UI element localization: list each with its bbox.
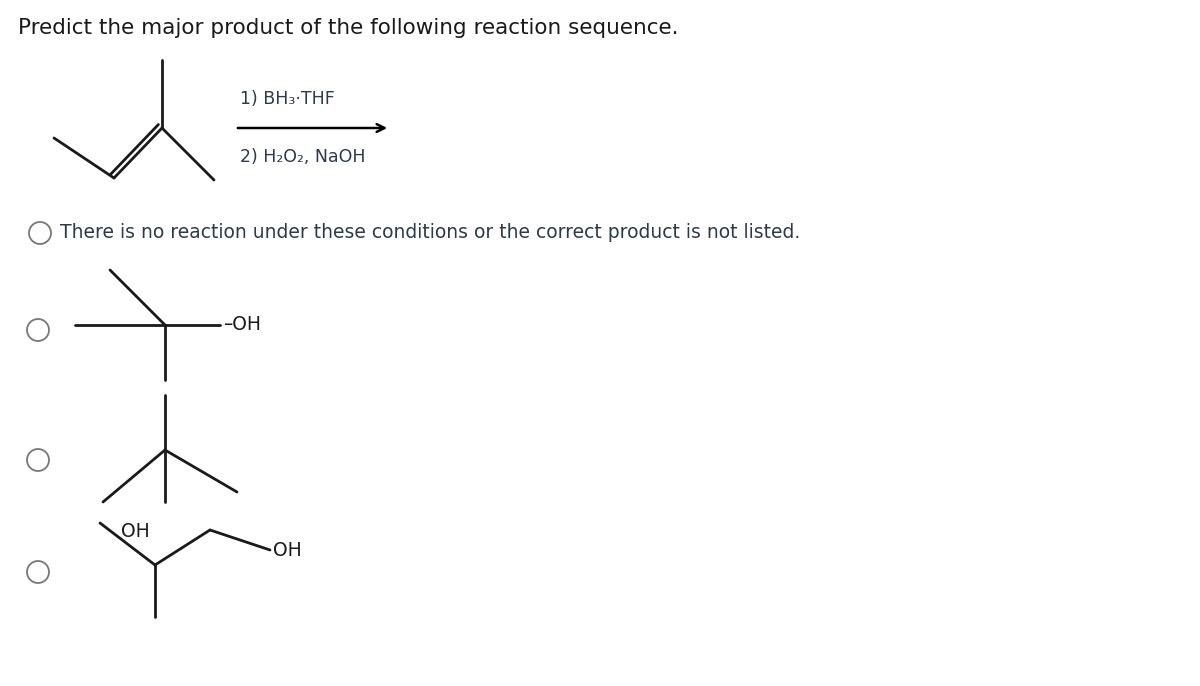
Text: There is no reaction under these conditions or the correct product is not listed: There is no reaction under these conditi… [60,224,800,242]
Text: OH: OH [121,522,149,541]
Text: Predict the major product of the following reaction sequence.: Predict the major product of the followi… [18,18,678,38]
Text: 1) BH₃·THF: 1) BH₃·THF [240,90,335,108]
Text: 2) H₂O₂, NaOH: 2) H₂O₂, NaOH [240,148,366,166]
Text: OH: OH [274,541,301,560]
Text: –OH: –OH [223,316,262,335]
